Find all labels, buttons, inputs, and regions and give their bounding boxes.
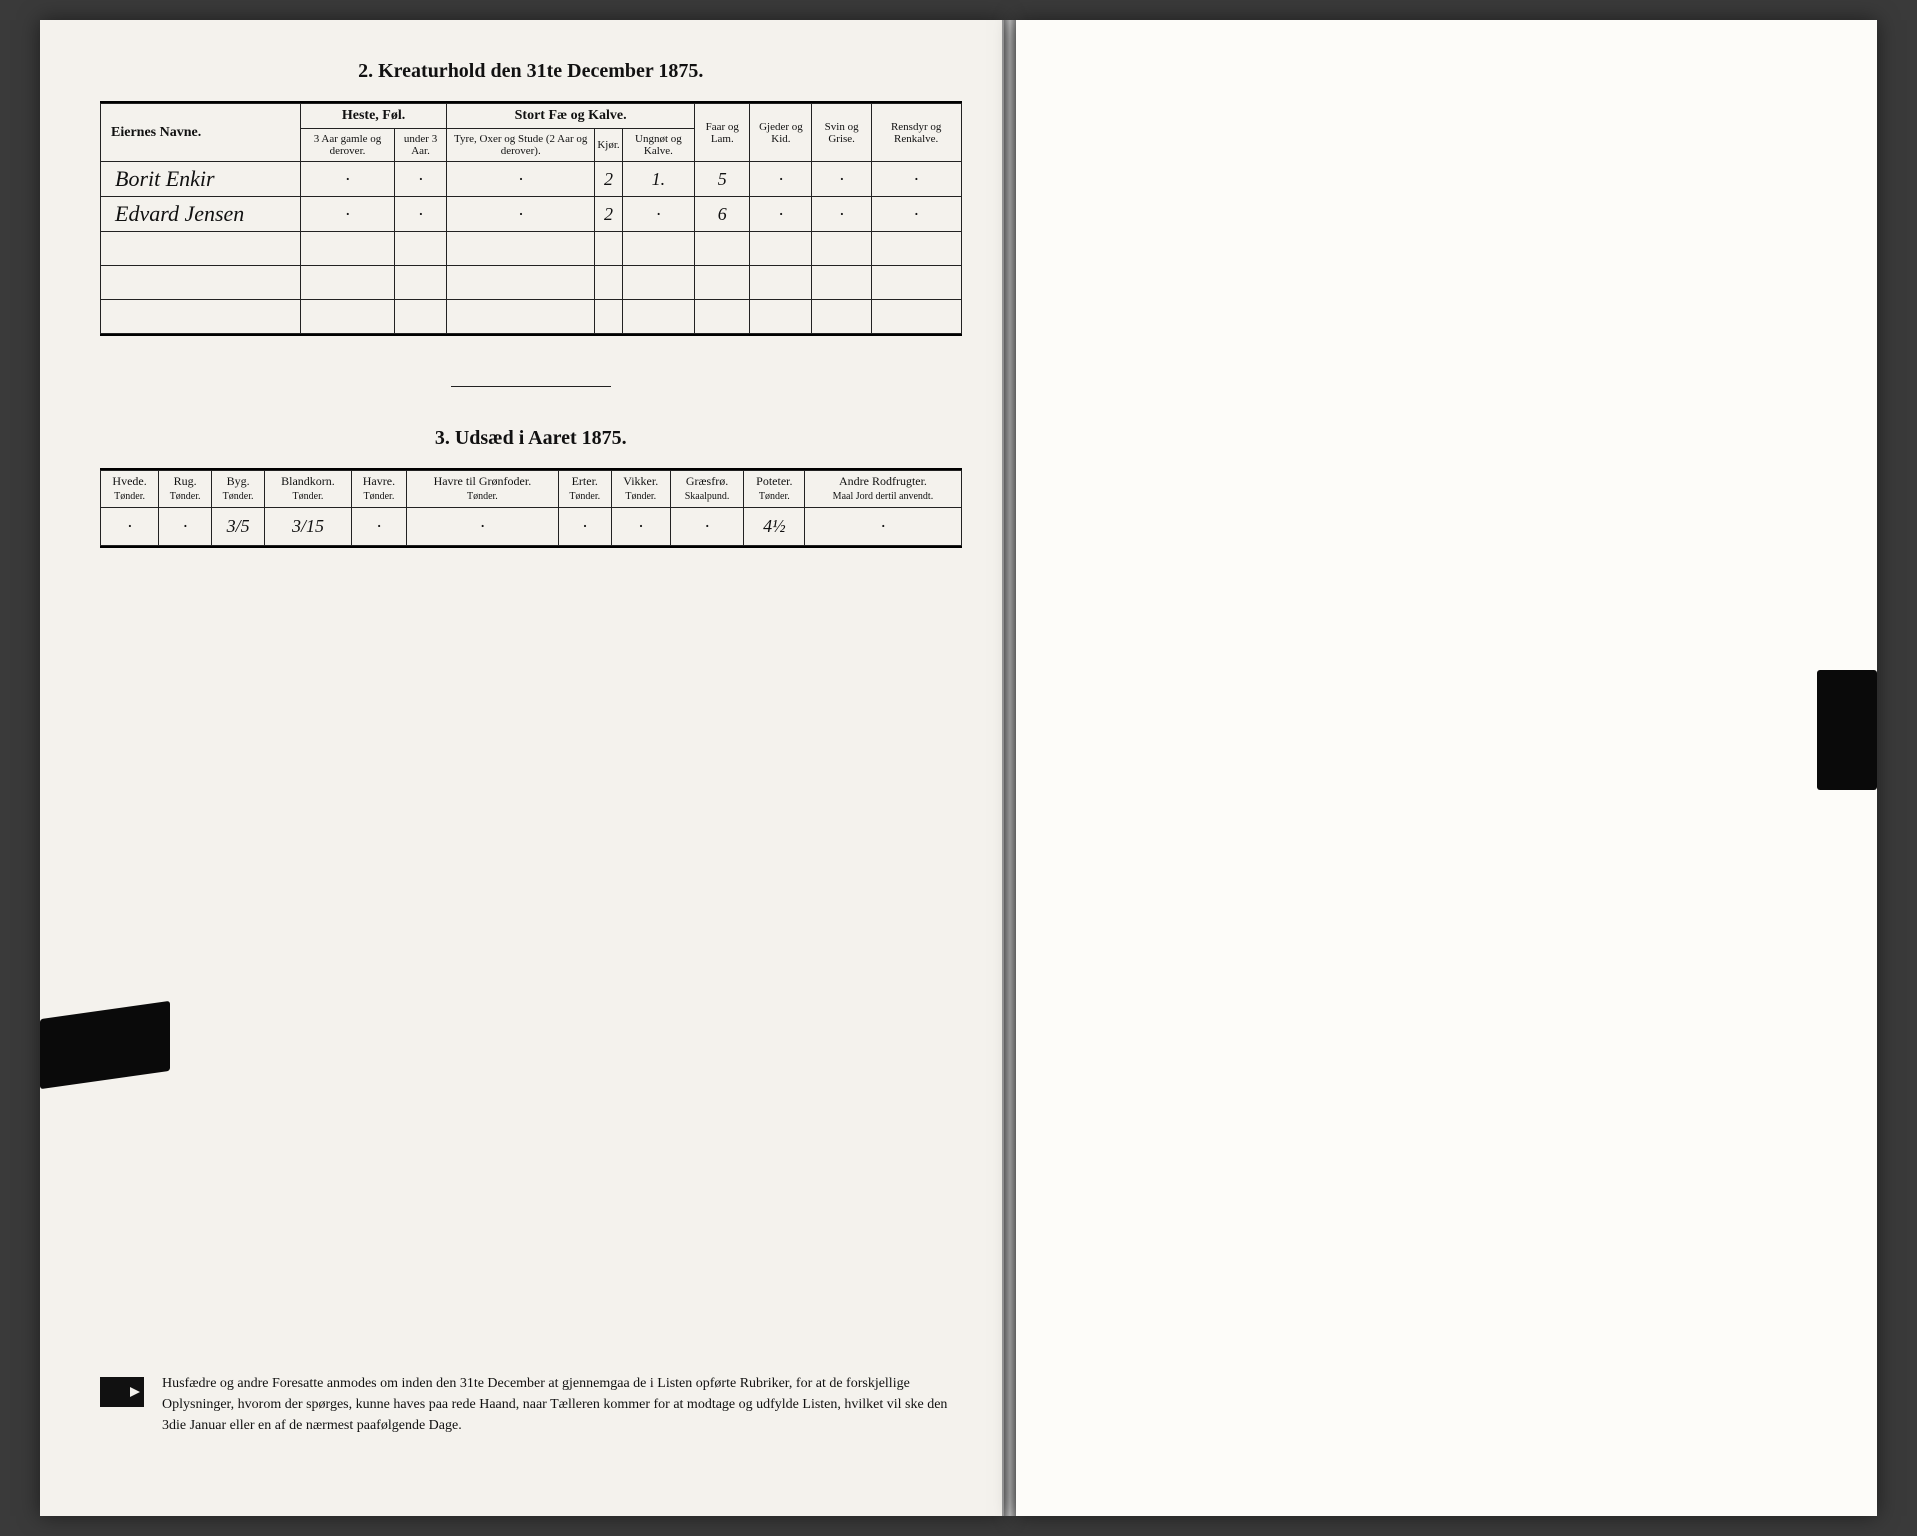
section-divider (451, 386, 611, 387)
col-other: Andre Rodfrugter.Maal Jord dertil anvend… (805, 471, 961, 508)
owner-cell: Borit Enkir (101, 162, 301, 197)
pointing-hand-icon (100, 1377, 144, 1407)
livestock-table: Eiernes Navne. Heste, Føl. Stort Fæ og K… (100, 103, 962, 334)
cell: · (395, 197, 447, 232)
cell: · (805, 507, 961, 545)
book-gutter (1004, 20, 1016, 1516)
cell: 2 (595, 197, 622, 232)
col-cattle-bulls: Tyre, Oxer og Stude (2 Aar og derover). (447, 129, 595, 162)
cell: · (622, 197, 695, 232)
cell: 1. (622, 162, 695, 197)
cell: · (101, 507, 159, 545)
cell: · (611, 507, 670, 545)
scan-clip-right (1817, 670, 1877, 790)
cell: · (871, 162, 961, 197)
table-row: Edvard Jensen · · · 2 · 6 · · · (101, 197, 962, 232)
col-reindeer: Rensdyr og Renkalve. (871, 104, 961, 162)
col-goats: Gjeder og Kid. (750, 104, 812, 162)
col-grass: Græsfrø.Skaalpund. (670, 471, 744, 508)
section2-title: 2. Kreaturhold den 31te December 1875. (100, 60, 962, 83)
book-spread: 2. Kreaturhold den 31te December 1875. E… (40, 20, 1877, 1516)
col-barley: Byg.Tønder. (212, 471, 265, 508)
cell: · (670, 507, 744, 545)
col-cattle-group: Stort Fæ og Kalve. (447, 104, 695, 129)
col-mixed: Blandkorn.Tønder. (265, 471, 352, 508)
col-green: Havre til Grønfoder.Tønder. (407, 471, 559, 508)
col-sheep: Faar og Lam. (695, 104, 750, 162)
seed-table: Hvede.Tønder. Rug.Tønder. Byg.Tønder. Bl… (100, 470, 962, 546)
col-wheat: Hvede.Tønder. (101, 471, 159, 508)
col-horses-old: 3 Aar gamle og derover. (301, 129, 395, 162)
livestock-table-wrap: Eiernes Navne. Heste, Føl. Stort Fæ og K… (100, 101, 962, 336)
footer-text: Husfædre og andre Foresatte anmodes om i… (162, 1373, 952, 1436)
cell: · (812, 162, 871, 197)
cell: · (812, 197, 871, 232)
col-peas: Erter.Tønder. (558, 471, 611, 508)
cell: · (351, 507, 406, 545)
cell: · (750, 162, 812, 197)
col-rye: Rug.Tønder. (159, 471, 212, 508)
cell: · (447, 197, 595, 232)
table-row-empty (101, 266, 962, 300)
cell: · (871, 197, 961, 232)
cell: 3/5 (212, 507, 265, 545)
cell: · (301, 197, 395, 232)
cell: · (407, 507, 559, 545)
cell: 5 (695, 162, 750, 197)
cell: · (395, 162, 447, 197)
scan-clip-left (40, 1001, 170, 1089)
col-potato: Poteter.Tønder. (744, 471, 805, 508)
table-row: Borit Enkir · · · 2 1. 5 · · · (101, 162, 962, 197)
table-row: · · 3/5 3/15 · · · · · 4½ · (101, 507, 962, 545)
section3-title: 3. Udsæd i Aaret 1875. (100, 427, 962, 450)
table-row-empty (101, 232, 962, 266)
cell: 2 (595, 162, 622, 197)
cell: · (558, 507, 611, 545)
col-cattle-cows: Kjør. (595, 129, 622, 162)
col-vetch: Vikker.Tønder. (611, 471, 670, 508)
cell: · (159, 507, 212, 545)
col-owner: Eiernes Navne. (101, 104, 301, 162)
footer-note: Husfædre og andre Foresatte anmodes om i… (100, 1373, 952, 1436)
cell: 3/15 (265, 507, 352, 545)
seed-table-wrap: Hvede.Tønder. Rug.Tønder. Byg.Tønder. Bl… (100, 468, 962, 548)
col-horses-young: under 3 Aar. (395, 129, 447, 162)
right-page (1016, 20, 1878, 1516)
left-page: 2. Kreaturhold den 31te December 1875. E… (40, 20, 1004, 1516)
col-oats: Havre.Tønder. (351, 471, 406, 508)
cell: 4½ (744, 507, 805, 545)
owner-cell: Edvard Jensen (101, 197, 301, 232)
col-cattle-young: Ungnøt og Kalve. (622, 129, 695, 162)
cell: · (750, 197, 812, 232)
cell: · (301, 162, 395, 197)
table-row-empty (101, 300, 962, 334)
cell: · (447, 162, 595, 197)
col-pigs: Svin og Grise. (812, 104, 871, 162)
col-horses-group: Heste, Føl. (301, 104, 447, 129)
cell: 6 (695, 197, 750, 232)
